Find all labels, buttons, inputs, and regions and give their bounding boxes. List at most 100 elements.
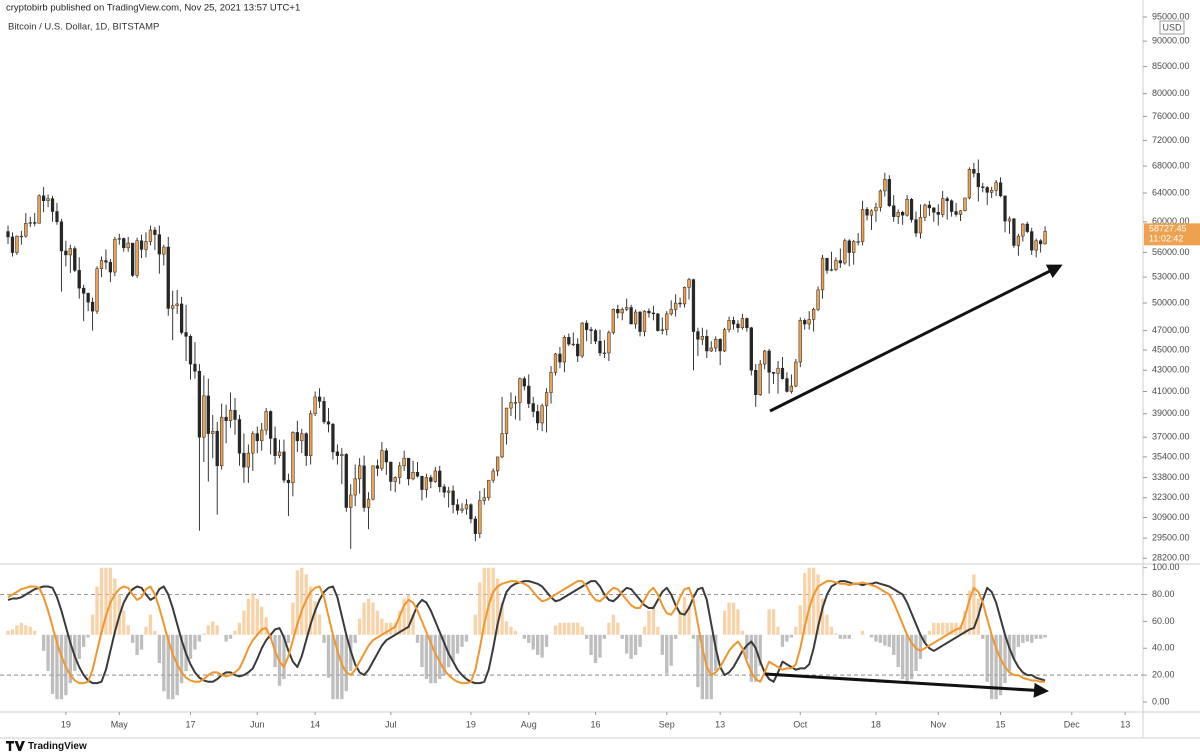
x-tick-label: Jul — [385, 719, 397, 729]
histogram-bar — [455, 634, 460, 654]
histogram-bar — [211, 621, 215, 635]
histogram-bar — [460, 634, 464, 647]
histogram-bar — [580, 626, 584, 635]
y-tick-label: 72000.00 — [1152, 135, 1190, 145]
histogram-bar — [264, 617, 268, 635]
candle-body — [745, 318, 749, 329]
candle-body — [1030, 231, 1034, 251]
histogram-bar — [776, 626, 780, 635]
histogram-bar — [700, 634, 705, 700]
histogram-bar — [95, 586, 99, 635]
histogram-bar — [847, 634, 851, 639]
candle-body — [789, 385, 794, 392]
candle-body — [504, 407, 509, 434]
candle-body — [580, 322, 584, 357]
candle-body — [816, 289, 820, 310]
y-tick-label: 45000.00 — [1152, 344, 1190, 354]
candle-body — [251, 433, 255, 454]
candle-body — [820, 257, 825, 291]
candle-body — [1016, 235, 1021, 246]
candle-body — [567, 337, 571, 345]
histogram-bar — [24, 625, 28, 635]
histogram-bar — [714, 634, 718, 672]
histogram-bar — [148, 614, 153, 635]
histogram-bar — [696, 634, 700, 688]
histogram-bar — [598, 634, 602, 658]
candle-body — [829, 269, 834, 271]
x-tick-label: Dec — [1064, 719, 1081, 729]
histogram-bar — [825, 614, 829, 635]
candle-body — [674, 302, 678, 310]
histogram-bar — [794, 626, 798, 635]
candle-body — [349, 494, 353, 508]
candle-body — [509, 402, 513, 409]
histogram-bar — [740, 630, 745, 635]
candle-body — [255, 433, 259, 442]
histogram-bar — [375, 610, 380, 635]
y-tick-label: 50000.00 — [1152, 297, 1190, 307]
histogram-bar — [958, 625, 963, 635]
histogram-bar — [785, 634, 789, 642]
candle-body — [358, 465, 362, 480]
oscillator-line — [7, 580, 1046, 685]
candle-body — [803, 320, 807, 325]
histogram-bar — [900, 634, 905, 680]
histogram-bar — [869, 634, 874, 638]
candle-body — [1003, 195, 1007, 222]
candle-body — [1043, 231, 1047, 245]
histogram-bar — [709, 634, 713, 700]
y-tick-label: 47000.00 — [1152, 325, 1190, 335]
histogram-bar — [611, 614, 616, 635]
candle-body — [691, 279, 696, 332]
histogram-bar — [162, 634, 166, 692]
candle-body — [487, 479, 491, 498]
candle-body — [304, 433, 308, 456]
candle-body — [874, 206, 878, 212]
histogram-bar — [998, 634, 1003, 696]
histogram-bar — [860, 630, 865, 635]
histogram-bar — [558, 622, 562, 635]
last-price-label — [1144, 223, 1200, 246]
histogram-bar — [625, 634, 629, 654]
histogram-bar — [478, 582, 482, 635]
candle-body — [326, 421, 331, 425]
candle-body — [153, 229, 157, 235]
histogram-bar — [41, 634, 46, 651]
candle-body — [433, 470, 437, 482]
histogram-bar — [1021, 634, 1025, 643]
candle-body — [264, 411, 268, 431]
candle-body — [678, 302, 682, 305]
histogram-bar — [322, 634, 326, 643]
y-tick-label: 60.00 — [1152, 616, 1175, 626]
histogram-bar — [972, 574, 976, 635]
candle-body — [309, 413, 313, 456]
candle-body — [722, 329, 727, 352]
histogram-bar — [295, 570, 299, 635]
y-tick-label: 41000.00 — [1152, 386, 1190, 396]
histogram-bar — [909, 634, 914, 680]
histogram-bar — [228, 634, 233, 639]
candle-body — [77, 270, 81, 289]
candle-body — [527, 385, 531, 404]
brand: TradingView — [28, 741, 87, 752]
histogram-bar — [402, 598, 406, 635]
candle-body — [616, 309, 620, 314]
histogram-bar — [642, 626, 647, 635]
y-tick-label: 80.00 — [1152, 589, 1175, 599]
candle-body — [473, 518, 477, 534]
histogram-bar — [945, 622, 949, 635]
candle-body — [1021, 223, 1025, 237]
histogram-bar — [749, 634, 753, 682]
candle-body — [429, 477, 433, 482]
histogram-bar — [215, 625, 219, 635]
candle-body — [687, 279, 691, 288]
histogram-bar — [491, 567, 495, 635]
candle-body — [126, 242, 130, 249]
histogram-bar — [540, 634, 544, 658]
histogram-bar — [340, 634, 344, 700]
histogram-bar — [144, 626, 148, 635]
histogram-bar — [500, 602, 504, 635]
histogram-bar — [157, 634, 162, 663]
y-tick-label: 20.00 — [1152, 669, 1175, 679]
candle-body — [994, 182, 998, 191]
